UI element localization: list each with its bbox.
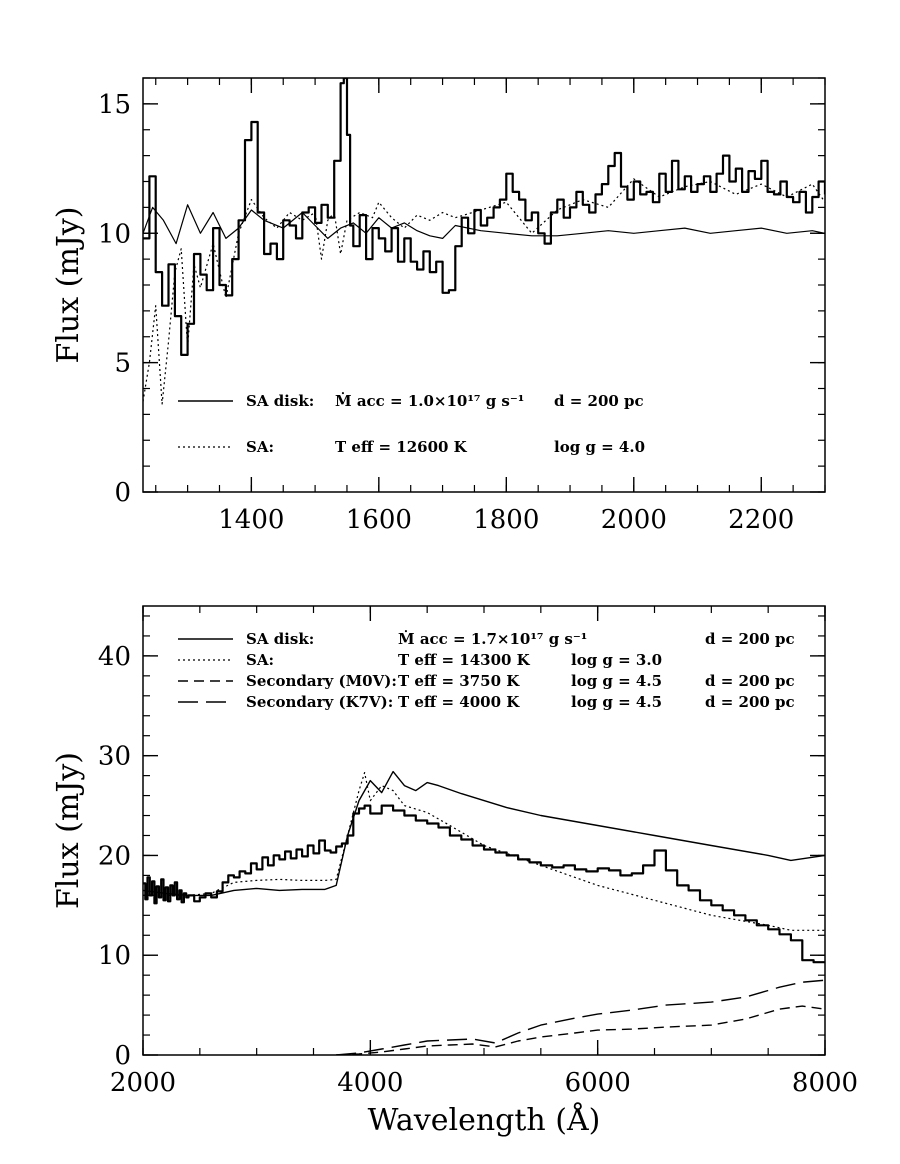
x-tick-label: 4000 xyxy=(337,1068,403,1098)
x-tick-label: 6000 xyxy=(565,1068,631,1098)
y-tick-label: 10 xyxy=(98,941,131,971)
legend-param1: Ṁ acc = 1.0×10¹⁷ g s⁻¹ xyxy=(335,392,524,410)
x-tick-label: 2200 xyxy=(728,505,794,535)
series-line-sa-disk xyxy=(143,770,825,897)
legend-label: Secondary (M0V): xyxy=(246,672,397,690)
series-line-observed-spectrum xyxy=(143,804,825,964)
legend-param2: log g = 4.0 xyxy=(554,438,645,456)
legend-param1: T eff = 3750 K xyxy=(398,672,520,690)
legend-param3: d = 200 pc xyxy=(705,672,795,690)
legend-label: SA disk: xyxy=(246,392,314,410)
legend-param1: Ṁ acc = 1.7×10¹⁷ g s⁻¹ xyxy=(398,630,587,648)
series-line-secondary-k7v- xyxy=(336,979,825,1055)
legend-param2: log g = 3.0 xyxy=(571,651,662,669)
series-line-sa xyxy=(143,771,825,931)
x-tick-label: 1600 xyxy=(346,505,412,535)
y-axis-title: Flux (mJy) xyxy=(51,206,86,363)
y-tick-label: 30 xyxy=(98,742,131,772)
y-tick-label: 40 xyxy=(98,642,131,672)
x-tick-label: 2000 xyxy=(601,505,667,535)
y-tick-label: 20 xyxy=(98,841,131,871)
series-line-observed-spectrum xyxy=(143,78,825,356)
legend-param1: T eff = 14300 K xyxy=(398,651,531,669)
y-tick-label: 15 xyxy=(98,90,131,120)
y-tick-label: 5 xyxy=(114,349,131,379)
y-tick-label: 10 xyxy=(98,219,131,249)
x-axis-title: Wavelength (Å) xyxy=(368,1102,601,1138)
x-tick-label: 2000 xyxy=(110,1068,176,1098)
legend-param1: T eff = 12600 K xyxy=(335,438,468,456)
x-tick-label: 1800 xyxy=(473,505,539,535)
legend-param3: d = 200 pc xyxy=(705,693,795,711)
legend-param1: T eff = 4000 K xyxy=(398,693,520,711)
y-tick-label: 0 xyxy=(114,478,131,508)
legend-label: SA: xyxy=(246,438,274,456)
upper-panel: 1400 1600 1800 2000 2200 0 5 10 15 Flux (mJy) SA d… xyxy=(51,77,826,535)
x-tick-label: 8000 xyxy=(792,1068,858,1098)
x-tick-label: 1400 xyxy=(218,505,284,535)
legend-param3: d = 200 pc xyxy=(705,630,795,648)
legend-param2: d = 200 pc xyxy=(554,392,644,410)
series-group xyxy=(143,78,825,405)
series-line-secondary-m0v- xyxy=(336,1005,825,1055)
y-tick-label: 0 xyxy=(114,1041,131,1071)
legend-label: SA disk: xyxy=(246,630,314,648)
legend-param2: log g = 4.5 xyxy=(571,693,662,711)
legend-label: Secondary (K7V): xyxy=(246,693,393,711)
series-group xyxy=(143,770,825,1055)
legend-label: SA: xyxy=(246,651,274,669)
legend-param2: log g = 4.5 xyxy=(571,672,662,690)
series-line-sa-disk xyxy=(143,204,825,245)
y-axis-title: Flux (mJy) xyxy=(51,752,86,909)
lower-panel: 2000 4000 6000 8000 0 10 20 30 40 Flux (mJy) Wavel… xyxy=(51,605,858,1138)
